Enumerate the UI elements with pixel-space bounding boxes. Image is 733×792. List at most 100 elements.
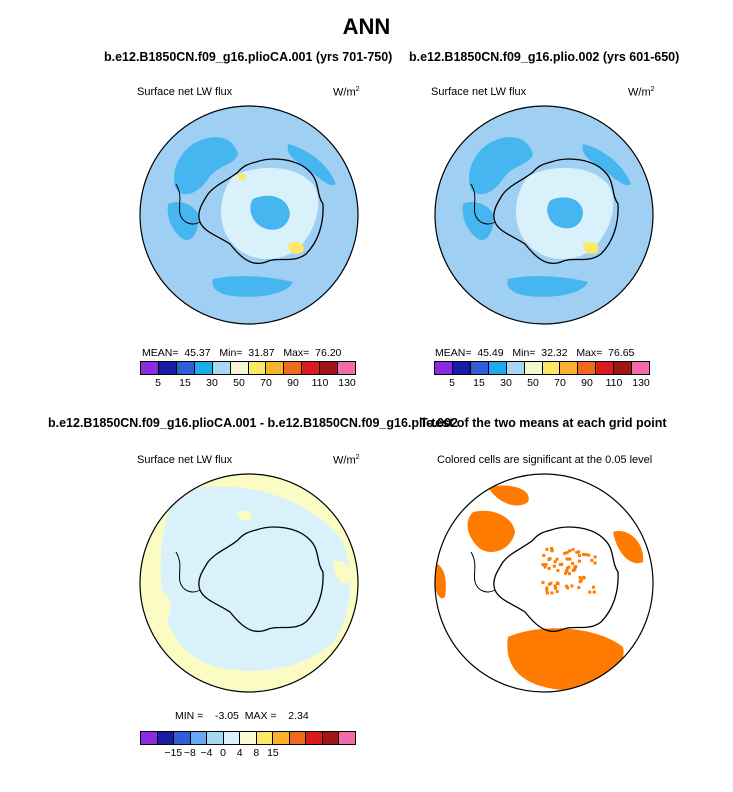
colorbar-tick-label: 70 bbox=[554, 377, 566, 389]
colorbar-box bbox=[174, 732, 191, 744]
significant-cell bbox=[568, 572, 571, 576]
panel-4-title: T-test of the two means at each grid poi… bbox=[420, 416, 667, 430]
significant-cell bbox=[574, 565, 578, 569]
colorbar-box bbox=[158, 362, 177, 374]
colorbar-box bbox=[596, 362, 615, 374]
panel-1-units: W/m2 bbox=[333, 86, 360, 99]
colorbar-tick-label: 4 bbox=[236, 747, 243, 759]
colorbar-tick-label: 130 bbox=[632, 377, 650, 389]
significant-cell bbox=[593, 561, 597, 565]
panel-1-colorbar-ticks: 5 15 30 50 70 90 110 130 bbox=[140, 377, 356, 391]
significant-cell bbox=[566, 586, 570, 590]
significant-cell bbox=[592, 585, 595, 589]
significant-cell bbox=[554, 586, 558, 590]
significant-cell bbox=[581, 552, 585, 556]
colorbar-box bbox=[289, 732, 307, 744]
panel-3-colorbar bbox=[140, 731, 356, 745]
colorbar-box bbox=[435, 362, 453, 374]
colorbar-tick-label: 130 bbox=[338, 377, 356, 389]
significant-cell bbox=[570, 584, 574, 588]
colorbar-tick-label: 15 bbox=[267, 747, 279, 759]
significant-cell bbox=[544, 563, 548, 566]
significant-cell bbox=[543, 565, 547, 569]
significant-cell bbox=[592, 590, 596, 594]
colorbar-box bbox=[578, 362, 597, 374]
significant-cell bbox=[550, 548, 554, 552]
panel-3-units: W/m2 bbox=[333, 454, 360, 467]
significant-cell bbox=[564, 571, 568, 575]
significant-cell bbox=[545, 588, 549, 592]
colorbar-box bbox=[284, 362, 303, 374]
panel-3-field-label: Surface net LW flux bbox=[137, 454, 233, 466]
colorbar-tick-label: −8 bbox=[183, 747, 196, 759]
significant-cell bbox=[593, 555, 597, 559]
significant-cell bbox=[563, 551, 567, 555]
panel-2-units: W/m2 bbox=[628, 86, 655, 99]
colorbar-box bbox=[542, 362, 561, 374]
colorbar-tick-label: 15 bbox=[473, 377, 485, 389]
panel-3-colorbar-ticks: −15 −8 −4 0 4 8 15 bbox=[140, 747, 356, 761]
significant-cell bbox=[584, 553, 588, 557]
colorbar-box bbox=[470, 362, 489, 374]
colorbar-box bbox=[194, 362, 213, 374]
significant-cell bbox=[555, 590, 559, 593]
colorbar-box bbox=[256, 732, 274, 744]
significant-cell bbox=[571, 561, 575, 565]
colorbar-box bbox=[141, 362, 159, 374]
colorbar-tick-label: −15 bbox=[164, 747, 183, 759]
significant-cell bbox=[553, 584, 557, 588]
significant-cell bbox=[541, 563, 545, 567]
panel-2-colorbar-ticks: 5 15 30 50 70 90 110 130 bbox=[434, 377, 650, 391]
colorbar-tick-label: 110 bbox=[311, 377, 329, 389]
colorbar-box bbox=[452, 362, 471, 374]
significant-cell bbox=[547, 582, 551, 586]
significant-cell bbox=[552, 564, 556, 568]
colorbar-box bbox=[320, 362, 339, 374]
colorbar-tick-label: 15 bbox=[179, 377, 191, 389]
significant-cell bbox=[545, 547, 549, 551]
colorbar-box bbox=[157, 732, 175, 744]
colorbar-box bbox=[322, 732, 340, 744]
significant-cell bbox=[587, 553, 591, 557]
significant-cell bbox=[568, 557, 572, 561]
significant-cell bbox=[556, 569, 560, 572]
colorbar-tick-label: 110 bbox=[605, 377, 623, 389]
significant-cell bbox=[590, 558, 594, 562]
significant-cell bbox=[577, 586, 581, 590]
colorbar-box bbox=[207, 732, 224, 744]
main-title: ANN bbox=[342, 14, 391, 39]
significant-cell bbox=[578, 576, 582, 580]
colorbar-box bbox=[306, 732, 323, 744]
significant-cell bbox=[553, 560, 557, 564]
colorbar-box bbox=[273, 732, 290, 744]
colorbar-box bbox=[632, 362, 650, 374]
significant-cell bbox=[558, 563, 562, 567]
colorbar-tick-label: 50 bbox=[527, 377, 539, 389]
colorbar-tick-label: 5 bbox=[155, 377, 161, 389]
significant-cell bbox=[548, 557, 552, 561]
significant-cell bbox=[577, 550, 581, 554]
panel-2-map bbox=[434, 105, 654, 325]
panel-1-colorbar bbox=[140, 361, 356, 375]
significant-cell bbox=[568, 549, 572, 553]
significant-cell bbox=[571, 548, 575, 552]
significant-cell bbox=[579, 578, 583, 582]
significant-cell bbox=[545, 591, 549, 595]
colorbar-box bbox=[506, 362, 525, 374]
panel-2-field-label: Surface net LW flux bbox=[431, 86, 527, 98]
colorbar-box bbox=[266, 362, 285, 374]
panel-2-stats: MEAN= 45.49 Min= 32.32 Max= 76.65 bbox=[435, 347, 635, 359]
significant-cell bbox=[545, 586, 549, 590]
colorbar-box bbox=[230, 362, 249, 374]
colorbar-box bbox=[488, 362, 507, 374]
colorbar-box bbox=[614, 362, 633, 374]
colorbar-box bbox=[141, 732, 158, 744]
significant-cell bbox=[578, 554, 581, 558]
significant-cell bbox=[542, 554, 546, 557]
significant-cell bbox=[550, 591, 554, 595]
significant-cell bbox=[550, 547, 554, 550]
significant-cell bbox=[549, 581, 553, 585]
colorbar-box bbox=[339, 732, 355, 744]
panel-4-subtitle: Colored cells are significant at the 0.0… bbox=[437, 454, 653, 466]
significant-cell bbox=[565, 569, 569, 573]
